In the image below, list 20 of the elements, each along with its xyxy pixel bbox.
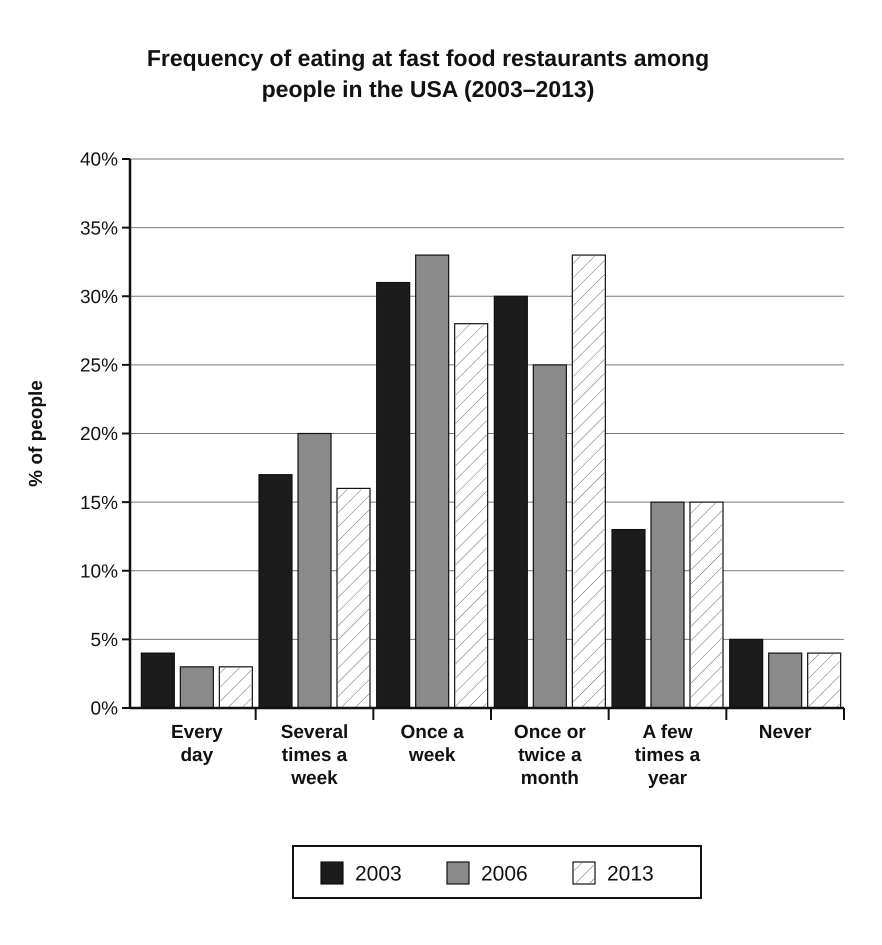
y-tick-label: 40% xyxy=(80,150,118,171)
x-tick-label: Once or twice a month xyxy=(514,722,586,789)
legend-label: 2003 xyxy=(355,862,402,886)
y-tick-label: 30% xyxy=(80,286,118,308)
x-tick-label: Several times a week xyxy=(280,722,348,789)
y-tick-label: 20% xyxy=(80,424,118,446)
x-tick-label: Once a week xyxy=(400,722,464,766)
legend-label: 2006 xyxy=(481,862,528,886)
x-tick-label: Never xyxy=(758,722,812,743)
y-tick-label: 5% xyxy=(90,630,118,652)
x-tick-label: A few times a year xyxy=(634,722,701,789)
x-tick-label: Every day xyxy=(170,722,224,766)
y-axis-title: % of people xyxy=(26,380,47,487)
y-tick-label: 0% xyxy=(90,698,118,720)
y-tick-label: 15% xyxy=(80,492,118,514)
y-tick-label: 10% xyxy=(80,561,118,582)
legend-label: 2013 xyxy=(607,862,654,886)
y-tick-label: 35% xyxy=(80,218,118,240)
y-tick-label: 25% xyxy=(80,356,118,377)
chart-title: Frequency of eating at fast food restaurants among people in the USA (2003–2013) xyxy=(146,45,710,102)
